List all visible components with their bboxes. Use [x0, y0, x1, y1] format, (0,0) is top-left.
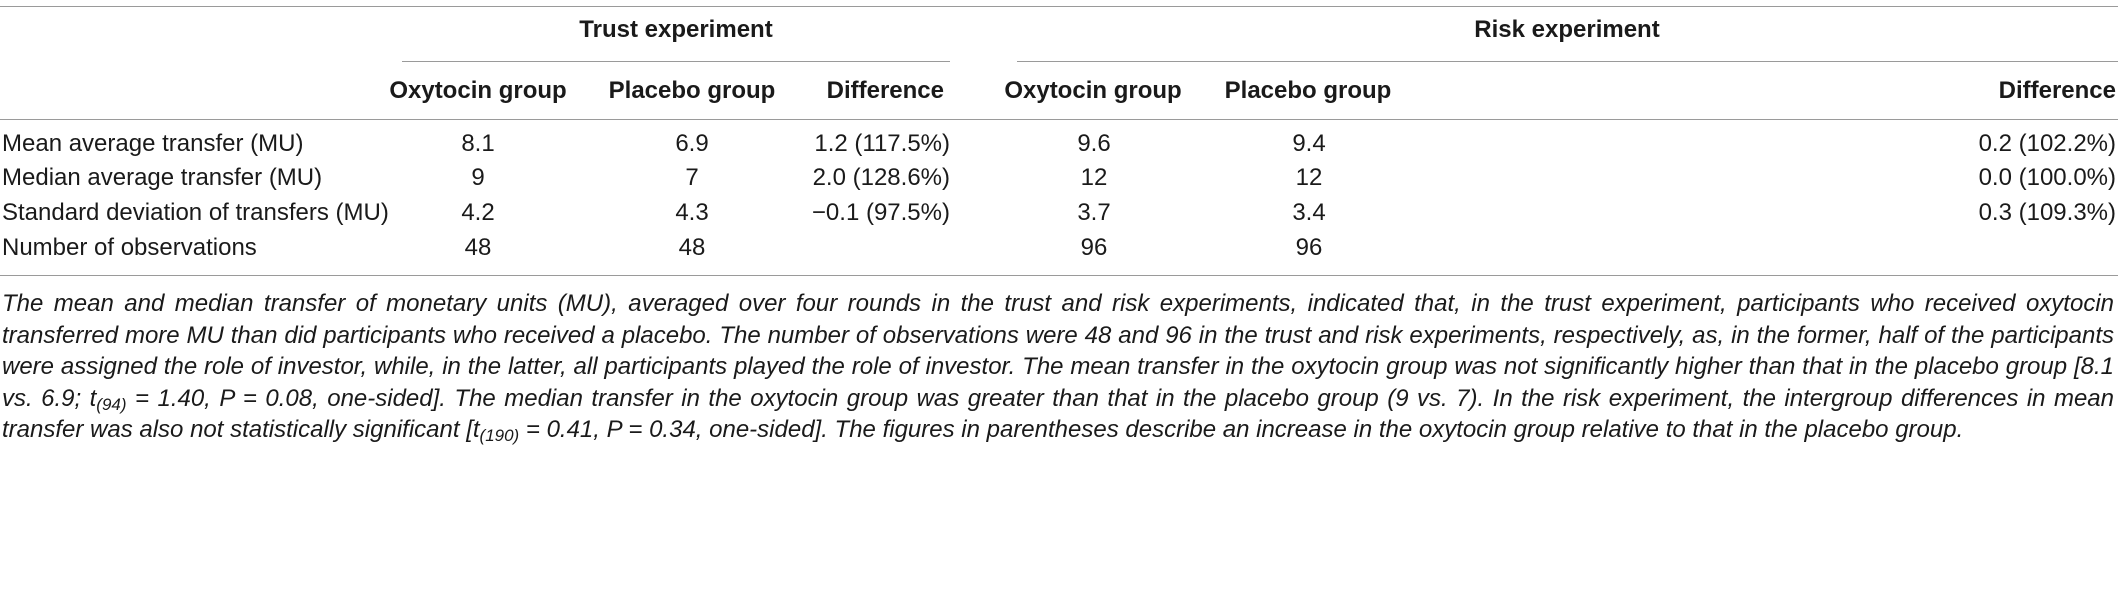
cell-trust-oxytocin: 8.1	[461, 130, 495, 157]
trust-group-rule	[402, 61, 950, 62]
row-label: Number of observations	[2, 234, 257, 261]
caption-text: The mean and median transfer of monetary…	[2, 288, 2114, 446]
col-header-risk-difference: Difference	[1998, 77, 2116, 104]
cell-risk-difference: 0.3 (109.3%)	[1978, 199, 2116, 226]
cell-trust-difference: 1.2 (117.5%)	[814, 130, 950, 157]
caption-subscript-df-risk: (190)	[479, 426, 520, 446]
col-header-trust-placebo: Placebo group	[608, 77, 776, 104]
cell-risk-placebo: 3.4	[1292, 199, 1326, 226]
caption-part-1: The mean and median transfer of monetary…	[2, 290, 2114, 412]
cell-risk-placebo: 12	[1295, 164, 1323, 191]
risk-experiment-header: Risk experiment	[1474, 16, 1660, 43]
risk-group-rule	[1017, 61, 2118, 62]
cell-trust-placebo: 6.9	[675, 130, 709, 157]
caption-subscript-df-trust: (94)	[96, 394, 127, 414]
header-bottom-rule	[0, 119, 2118, 120]
row-label: Median average transfer (MU)	[2, 164, 323, 191]
cell-risk-oxytocin: 3.7	[1077, 199, 1111, 226]
cell-trust-oxytocin: 9	[471, 164, 485, 191]
row-label: Mean average transfer (MU)	[2, 130, 304, 157]
cell-risk-difference: 0.2 (102.2%)	[1978, 130, 2116, 157]
cell-trust-placebo: 4.3	[675, 199, 709, 226]
col-header-trust-difference: Difference	[826, 77, 944, 104]
caption-part-3: = 0.41, P = 0.34, one-sided]. The figure…	[519, 416, 1964, 444]
caption-part-2: = 1.40, P = 0.08, one-sided]. The median…	[2, 384, 2114, 444]
cell-risk-oxytocin: 12	[1080, 164, 1108, 191]
col-header-risk-placebo: Placebo group	[1224, 77, 1392, 104]
trust-experiment-header: Trust experiment	[579, 16, 773, 43]
cell-trust-difference: 2.0 (128.6%)	[812, 164, 950, 191]
cell-risk-placebo: 9.4	[1292, 130, 1326, 157]
table-caption: The mean and median transfer of monetary…	[2, 288, 2114, 446]
col-header-trust-oxytocin: Oxytocin group	[389, 77, 567, 104]
cell-risk-difference: 0.0 (100.0%)	[1978, 164, 2116, 191]
cell-trust-difference: −0.1 (97.5%)	[811, 199, 950, 226]
cell-trust-oxytocin: 48	[464, 234, 492, 261]
row-label: Standard deviation of transfers (MU)	[2, 199, 389, 226]
table-top-rule	[0, 6, 2118, 7]
col-header-risk-oxytocin: Oxytocin group	[1004, 77, 1182, 104]
cell-risk-placebo: 96	[1295, 234, 1323, 261]
cell-trust-placebo: 48	[678, 234, 706, 261]
cell-trust-oxytocin: 4.2	[461, 199, 495, 226]
cell-trust-placebo: 7	[685, 164, 699, 191]
cell-risk-oxytocin: 9.6	[1077, 130, 1111, 157]
cell-risk-oxytocin: 96	[1080, 234, 1108, 261]
table-bottom-rule	[0, 275, 2118, 276]
